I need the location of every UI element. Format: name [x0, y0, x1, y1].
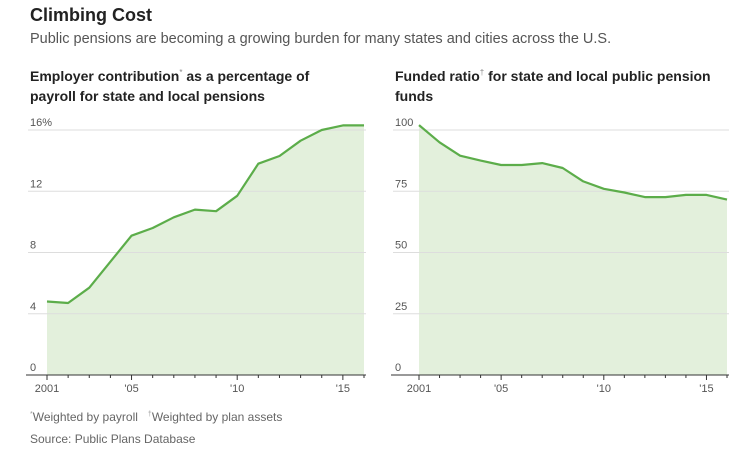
series-line — [46, 124, 364, 305]
footnote-dagger-text: Weighted by plan assets — [151, 410, 283, 424]
footnotes: *Weighted by payroll †Weighted by plan as… — [30, 410, 282, 424]
funded-ratio-chart: 0 25 50 75 100 2001 '05 '10 '15 — [391, 117, 729, 395]
y-tick-label: 4 — [30, 301, 36, 313]
footnote-star-symbol: * — [30, 411, 33, 418]
y-tick-label: 0 — [395, 362, 401, 374]
y-tick-label: 12 — [30, 178, 42, 190]
y-tick-label: 25 — [395, 301, 407, 313]
chart-title-rest: for state and local public pension funds — [395, 68, 711, 104]
series-line — [418, 124, 728, 201]
y-tick-label: 16% — [30, 117, 52, 129]
x-tick-label: '10 — [597, 383, 611, 395]
y-tick-label: 50 — [395, 240, 407, 252]
footnote-marker-dagger: † — [479, 68, 485, 77]
area-fill — [47, 125, 364, 376]
x-tick-label: 2001 — [35, 383, 59, 395]
chart-title-employer-contribution: Employer contribution* as a percentage o… — [30, 63, 350, 106]
page-subtitle: Public pensions are becoming a growing b… — [30, 31, 612, 47]
source-note: Source: Public Plans Database — [30, 432, 196, 446]
y-tick-label: 75 — [395, 178, 407, 190]
footnote-star-text: Weighted by payroll — [32, 410, 138, 424]
x-tick-label: '05 — [494, 383, 508, 395]
chart-title-rest: as a percentage of payroll for state and… — [30, 68, 310, 104]
employer-contribution-chart: 0 4 8 12 16% 2001 '05 '10 '15 — [26, 117, 366, 395]
footnote-dagger-symbol: † — [147, 411, 152, 418]
x-tick-label: '15 — [336, 383, 350, 395]
area-fill — [419, 125, 727, 375]
x-tick-label: '15 — [699, 383, 713, 395]
footnote-marker-star: * — [179, 68, 183, 77]
chart-title-main: Employer contribution — [30, 68, 180, 84]
x-tick-label: 2001 — [407, 383, 431, 395]
chart-title-main: Funded ratio — [395, 68, 480, 84]
y-tick-label: 0 — [30, 362, 36, 374]
chart-title-funded-ratio: Funded ratio† for state and local public… — [395, 63, 735, 106]
y-tick-label: 100 — [395, 117, 413, 129]
page-title: Climbing Cost — [30, 5, 152, 25]
x-tick-label: '05 — [124, 383, 138, 395]
x-tick-label: '10 — [230, 383, 244, 395]
y-tick-label: 8 — [30, 240, 36, 252]
